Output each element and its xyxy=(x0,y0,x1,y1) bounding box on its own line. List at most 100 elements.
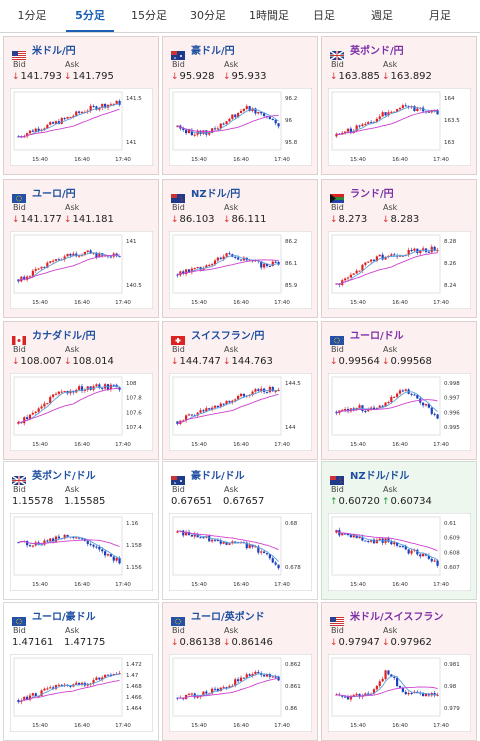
candle-body xyxy=(358,125,361,127)
pair-name[interactable]: NZドル/円 xyxy=(191,188,241,200)
card-header[interactable]: 英ポンド/円 xyxy=(329,42,404,61)
candle-body xyxy=(208,133,211,135)
currency-card[interactable]: 英ポンド/円 Bid Ask ↓163.885 ↓163.892 164 163.5 163 1… xyxy=(321,36,477,175)
currency-card[interactable]: 米ドル/円 Bid Ask ↓141.793 ↓141.795 141.5 141 15:40… xyxy=(3,36,159,175)
tab-5[interactable]: 日足 xyxy=(313,9,335,22)
currency-card[interactable]: ランド/円 Bid Ask ↓8.273 ↓8.283 8.28 8.26 8.24 15:40… xyxy=(321,179,477,318)
y-tick-label: 0.61 xyxy=(444,521,456,527)
card-header[interactable]: 豪ドル/ドル xyxy=(171,467,245,485)
y-tick-label: 1.156 xyxy=(126,565,142,571)
ask-label: Ask xyxy=(65,60,80,69)
tab-7[interactable]: 月足 xyxy=(429,9,451,22)
pair-name[interactable]: ユーロ/英ポンド xyxy=(191,611,265,623)
candle-body xyxy=(344,278,347,281)
candle-body xyxy=(80,386,84,391)
plot-frame xyxy=(172,376,282,436)
card-header[interactable]: ユーロ/ドル xyxy=(330,327,404,345)
arrow-down-icon: ↓ xyxy=(382,638,390,648)
price-chart: 0.862 0.861 0.86 15:40 16:40 17:40 xyxy=(169,654,312,732)
arrow-up-icon: ↑ xyxy=(330,497,338,507)
pair-name[interactable]: ユーロ/円 xyxy=(32,188,76,200)
pair-name[interactable]: ランド/円 xyxy=(350,188,394,200)
candle-body xyxy=(381,254,384,260)
pair-name[interactable]: 英ポンド/円 xyxy=(350,45,404,57)
pair-name[interactable]: 米ドル/スイスフラン xyxy=(350,611,444,623)
y-tick-label: 0.609 xyxy=(444,536,460,542)
y-tick-label: 0.862 xyxy=(285,662,301,668)
tab-0[interactable]: 1分足 xyxy=(17,9,47,22)
candle-body xyxy=(436,694,439,696)
arrow-down-icon: ↓ xyxy=(171,215,179,225)
arrow-down-icon: ↓ xyxy=(330,357,338,367)
y-tick-label: 140.5 xyxy=(126,283,142,289)
candle-body xyxy=(358,536,361,539)
bid-value: 163.885 xyxy=(338,71,380,82)
currency-card[interactable]: ユーロ/ドル Bid Ask ↓0.99564 ↓0.99568 0.998 0.997 0.… xyxy=(321,321,477,460)
candle-body xyxy=(349,128,352,133)
currency-card[interactable]: ユーロ/豪ドル Bid Ask 1.47161 1.47175 1.472 1.47 1.46… xyxy=(3,602,159,741)
currency-card[interactable]: NZドル/ドル Bid Ask ↑0.60720 ↑0.60734 0.61 0.609 0.… xyxy=(321,461,477,600)
card-header[interactable]: ユーロ/豪ドル xyxy=(12,608,96,626)
currency-card[interactable]: 豪ドル/ドル Bid Ask 0.67651 0.67657 0.68 0.678 15:40… xyxy=(162,461,318,600)
bid-value: 108.007 xyxy=(20,356,62,367)
card-header[interactable]: ランド/円 xyxy=(330,185,394,203)
x-tick-label: 15:40 xyxy=(191,582,207,588)
candle-body xyxy=(40,406,43,409)
currency-card[interactable]: NZドル/円 Bid Ask ↓86.103 ↓86.111 86.2 86.1 85.9 15… xyxy=(162,179,318,318)
candle-body xyxy=(263,263,266,268)
ch-flag-icon xyxy=(171,330,185,345)
pair-name[interactable]: NZドル/ドル xyxy=(350,470,410,482)
card-header[interactable]: ユーロ/英ポンド xyxy=(171,608,265,626)
currency-card[interactable]: 豪ドル/円 Bid Ask ↓95.928 ↓95.933 96.2 96 95.8 15:40… xyxy=(162,36,318,175)
card-header[interactable]: 米ドル/スイスフラン xyxy=(330,608,444,626)
candle-body xyxy=(341,409,344,411)
y-tick-label: 0.861 xyxy=(285,684,301,690)
bid-price: 1.47161 xyxy=(12,637,53,648)
ask-price: 0.67657 xyxy=(223,496,264,507)
candle-body xyxy=(202,691,205,696)
candle-body xyxy=(242,108,245,112)
candle-body xyxy=(78,537,81,539)
x-tick-label: 15:40 xyxy=(350,723,366,729)
candle-body xyxy=(28,276,32,278)
currency-card[interactable]: カナダドル/円 Bid Ask ↓108.007 ↓108.014 108 107.8 107… xyxy=(3,321,159,460)
tab-4[interactable]: 1時間足 xyxy=(249,9,289,22)
currency-card[interactable]: スイスフラン/円 Bid Ask ↓144.747 ↓144.763 144.5 144 15… xyxy=(162,321,318,460)
tab-1[interactable]: 5分足 xyxy=(66,0,114,32)
candle-body xyxy=(222,256,225,260)
bid-price: ↓163.885 xyxy=(330,71,380,82)
candle-body xyxy=(242,677,245,679)
pair-name[interactable]: カナダドル/円 xyxy=(32,330,96,342)
candle-body xyxy=(92,544,95,547)
y-tick-label: 1.158 xyxy=(126,543,142,549)
currency-card[interactable]: 英ポンド/ドル Bid Ask 1.15578 1.15585 1.16 1.158 1.15… xyxy=(3,461,159,600)
tab-6[interactable]: 週足 xyxy=(371,9,393,22)
card-header[interactable]: 英ポンド/ドル xyxy=(11,467,96,486)
pair-name[interactable]: スイスフラン/円 xyxy=(191,330,265,342)
candle-body xyxy=(407,693,410,695)
currency-card[interactable]: ユーロ/英ポンド Bid Ask ↓0.86138 ↓0.86146 0.862 0.861… xyxy=(162,602,318,741)
card-header[interactable]: 米ドル/円 xyxy=(12,42,76,60)
tab-3[interactable]: 30分足 xyxy=(190,9,226,22)
candle-body xyxy=(367,693,370,695)
currency-card[interactable]: ユーロ/円 Bid Ask ↓141.177 ↓141.181 141 140.5 15:40… xyxy=(3,179,159,318)
x-tick-label: 15:40 xyxy=(350,300,366,306)
card-header[interactable]: スイスフラン/円 xyxy=(171,327,265,345)
pair-name[interactable]: ユーロ/豪ドル xyxy=(32,611,96,623)
candle-body xyxy=(52,122,55,124)
pair-name[interactable]: 豪ドル/ドル xyxy=(191,470,245,482)
card-header[interactable]: ユーロ/円 xyxy=(12,185,76,203)
card-header[interactable]: 豪ドル/円 xyxy=(171,42,235,60)
tab-2[interactable]: 15分足 xyxy=(131,9,167,22)
pair-name[interactable]: 米ドル/円 xyxy=(32,45,76,57)
pair-name[interactable]: ユーロ/ドル xyxy=(350,330,404,342)
card-header[interactable]: NZドル/ドル xyxy=(330,467,410,485)
currency-card[interactable]: 米ドル/スイスフラン Bid Ask ↓0.97947 ↓0.97962 0.981 0.9… xyxy=(321,602,477,741)
candle-body xyxy=(37,408,40,412)
card-header[interactable]: カナダドル/円 xyxy=(12,327,96,345)
card-header[interactable]: NZドル/円 xyxy=(171,185,241,203)
pair-name[interactable]: 英ポンド/ドル xyxy=(32,470,96,482)
pair-name[interactable]: 豪ドル/円 xyxy=(191,45,235,57)
candle-body xyxy=(228,543,231,545)
candle-body xyxy=(193,267,196,269)
